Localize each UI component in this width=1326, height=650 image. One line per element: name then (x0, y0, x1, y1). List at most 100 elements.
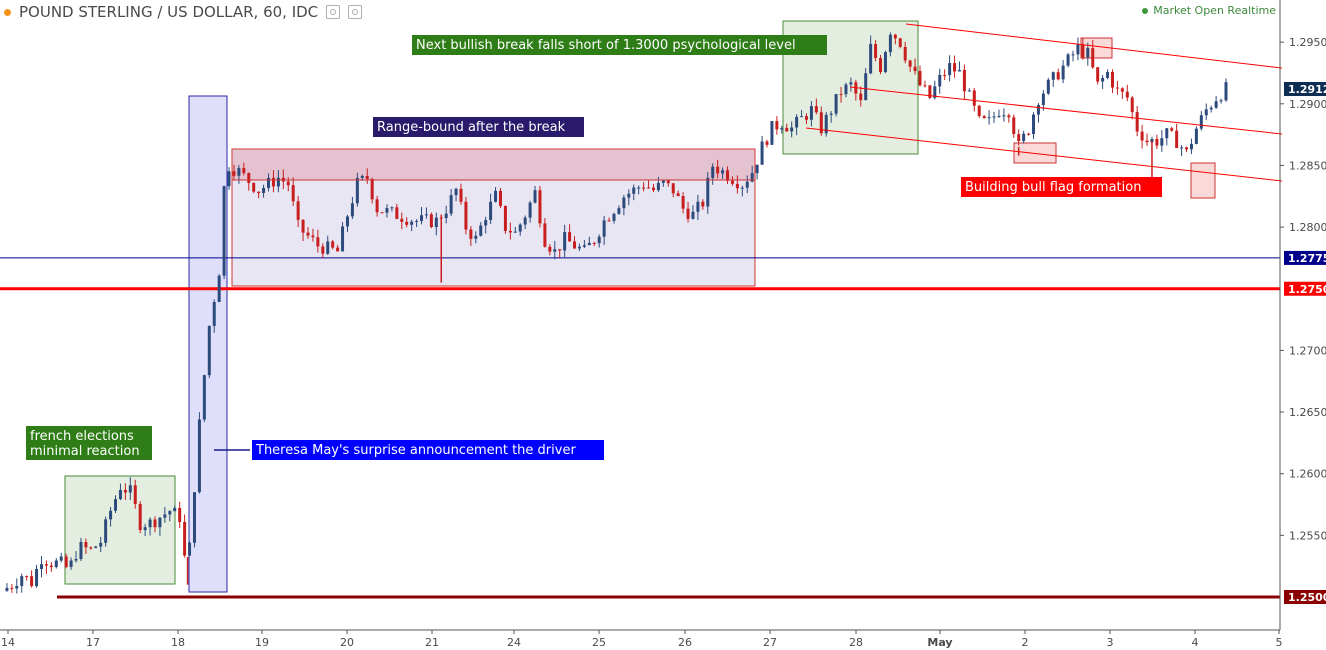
candle-body (84, 541, 88, 548)
y-tick-label: 1.2700 (1289, 344, 1326, 357)
y-tick-label: 1.2950 (1289, 36, 1326, 49)
candle-body (888, 34, 892, 53)
candle-body (1155, 138, 1159, 146)
candle-body (370, 179, 374, 200)
candle-body (262, 187, 266, 194)
candle-body (676, 193, 680, 197)
candle-body (345, 216, 349, 227)
candle-body (632, 187, 636, 194)
candle-body (721, 170, 725, 174)
price-tag-label: 1.2775 (1288, 252, 1326, 265)
candle-body (1219, 100, 1223, 102)
candle-body (869, 44, 873, 74)
x-tick-label: May (927, 636, 952, 649)
candle-body (933, 86, 937, 98)
candle-body (410, 221, 414, 225)
flag-touch-box-3 (1190, 162, 1216, 199)
candle-body (49, 565, 53, 568)
candle-body (1115, 87, 1119, 89)
price-tag-label: 1.2750 (1288, 283, 1326, 296)
candle-body (222, 186, 226, 276)
candle-body (1046, 79, 1050, 94)
candle-body (1110, 71, 1114, 88)
candle-body (977, 105, 981, 117)
candle-body (89, 547, 93, 549)
candle-body (671, 183, 675, 194)
candle-body (800, 116, 804, 118)
candle-body (701, 201, 705, 207)
candle-body (173, 507, 177, 512)
candle-body (582, 245, 586, 247)
candle-body (296, 201, 300, 220)
price-tag-label: 1.2500 (1288, 591, 1326, 604)
candle-body (745, 181, 749, 188)
candle-body (790, 127, 794, 132)
candle-body (1170, 128, 1174, 131)
candle-body (795, 116, 799, 128)
candle-body (893, 34, 897, 39)
settings-icon[interactable] (326, 5, 341, 19)
candle-body (94, 546, 98, 548)
candle-body (20, 576, 24, 586)
candle-body (188, 542, 192, 556)
candle-body (286, 181, 290, 186)
candle-body (1125, 91, 1129, 98)
candle-body (775, 121, 779, 130)
candle-body (1017, 134, 1021, 142)
candle-body (1041, 93, 1045, 105)
candle-body (1194, 128, 1198, 144)
candle-body (242, 168, 246, 174)
candle-body (1135, 112, 1139, 132)
candle-body (538, 190, 542, 224)
candle-body (138, 503, 142, 531)
candle-body (484, 220, 488, 226)
candle-body (360, 175, 364, 178)
candle-body (1189, 143, 1193, 150)
candle-body (1027, 133, 1031, 135)
theresa-label-bg (252, 440, 604, 460)
candle-body (691, 211, 695, 219)
candle-body (543, 223, 547, 247)
candle-body (839, 94, 843, 96)
candle-body (987, 117, 991, 119)
candle-body (548, 246, 552, 252)
candle-body (558, 249, 562, 251)
x-tick-label: 26 (678, 636, 692, 649)
candle-body (183, 521, 187, 556)
candle-body (1140, 131, 1144, 141)
candle-body (1012, 117, 1016, 135)
candle-body (765, 141, 769, 145)
candle-body (1175, 130, 1179, 148)
price-tag-dark (1284, 590, 1326, 604)
candle-body (449, 195, 453, 214)
candle-body (957, 69, 961, 72)
candle-body (528, 202, 532, 218)
x-tick-label: 18 (171, 636, 185, 649)
candle-body (74, 559, 78, 561)
candle-body (864, 73, 868, 101)
candle-body (454, 188, 458, 196)
candle-body (474, 235, 478, 239)
candle-body (681, 196, 685, 209)
candle-body (617, 208, 621, 214)
candle-body (903, 46, 907, 61)
candle-body (508, 230, 512, 233)
candle-body (400, 218, 404, 222)
x-tick-label: 21 (425, 636, 439, 649)
x-tick-label: 20 (340, 636, 354, 649)
candle-body (1061, 65, 1065, 80)
candle-body (1180, 147, 1184, 149)
candle-body (1032, 114, 1036, 135)
candle-body (405, 221, 409, 225)
candle-body (726, 170, 730, 181)
candle-body (197, 419, 201, 493)
candle-body (54, 560, 58, 568)
indicator-icon[interactable] (348, 5, 363, 19)
french-election-label: french elections (30, 429, 134, 444)
candle-body (568, 232, 572, 242)
candle-body (844, 84, 848, 95)
candle-body (301, 219, 305, 233)
candle-body (355, 177, 359, 204)
candle-body (489, 201, 493, 221)
symbol-title: POUND STERLING / US DOLLAR, 60, IDC (19, 3, 319, 21)
